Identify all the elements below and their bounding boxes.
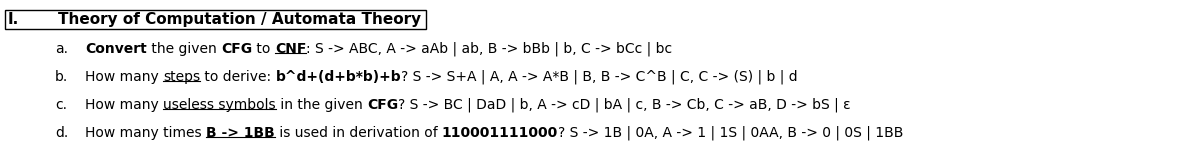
Text: to: to xyxy=(252,42,275,56)
Text: d.: d. xyxy=(55,126,68,140)
Text: in the given: in the given xyxy=(276,98,367,112)
Text: I.: I. xyxy=(8,12,19,27)
Text: to derive:: to derive: xyxy=(200,70,276,84)
Text: CFG: CFG xyxy=(367,98,398,112)
Text: b.: b. xyxy=(55,70,68,84)
Text: Theory of Computation / Automata Theory: Theory of Computation / Automata Theory xyxy=(58,12,421,27)
Text: 110001111000: 110001111000 xyxy=(442,126,558,140)
Text: c.: c. xyxy=(55,98,67,112)
Text: How many: How many xyxy=(85,98,163,112)
Text: How many times: How many times xyxy=(85,126,206,140)
Text: useless symbols: useless symbols xyxy=(163,98,276,112)
Text: is used in derivation of: is used in derivation of xyxy=(275,126,442,140)
Text: ? S -> 1B | 0A, A -> 1 | 1S | 0AA, B -> 0 | 0S | 1BB: ? S -> 1B | 0A, A -> 1 | 1S | 0AA, B -> … xyxy=(558,126,904,140)
Text: ? S -> BC | DaD | b, A -> cD | bA | c, B -> Cb, C -> aB, D -> bS | ε: ? S -> BC | DaD | b, A -> cD | bA | c, B… xyxy=(398,98,851,112)
Text: B -> 1BB: B -> 1BB xyxy=(206,126,275,140)
Text: a.: a. xyxy=(55,42,68,56)
Text: CFG: CFG xyxy=(221,42,252,56)
Text: CNF: CNF xyxy=(275,42,306,56)
Text: steps: steps xyxy=(163,70,200,84)
Text: the given: the given xyxy=(146,42,221,56)
Text: : S -> ABC, A -> aAb | ab, B -> bBb | b, C -> bCc | bc: : S -> ABC, A -> aAb | ab, B -> bBb | b,… xyxy=(306,42,672,56)
Text: b^d+(d+b*b)+b: b^d+(d+b*b)+b xyxy=(276,70,401,84)
Text: Convert: Convert xyxy=(85,42,146,56)
Text: How many: How many xyxy=(85,70,163,84)
Text: ? S -> S+A | A, A -> A*B | B, B -> C^B | C, C -> (S) | b | d: ? S -> S+A | A, A -> A*B | B, B -> C^B |… xyxy=(401,70,798,84)
